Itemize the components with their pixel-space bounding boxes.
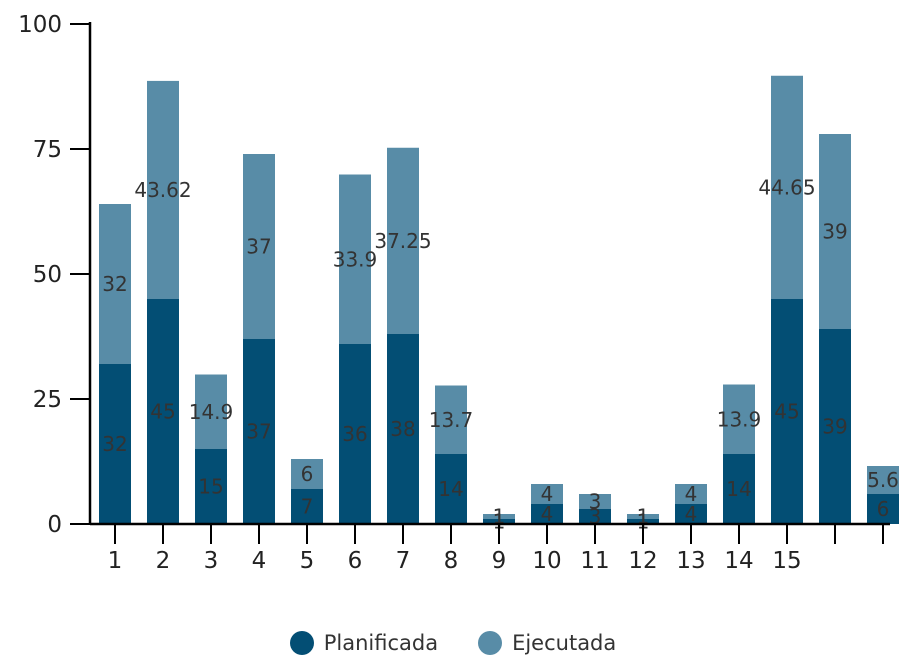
data-label-planificada: 39 (822, 415, 847, 439)
data-label-ejecutada: 14.9 (189, 400, 234, 424)
x-tick-label: 6 (348, 548, 363, 574)
legend-swatch-ejecutada (478, 631, 503, 655)
data-label-ejecutada: 1 (493, 505, 506, 529)
bar-ejecutada[interactable] (771, 75, 803, 299)
y-tick-label: 50 (33, 262, 62, 288)
data-label-ejecutada: 37.25 (374, 229, 431, 253)
y-tick-label: 75 (33, 137, 62, 163)
data-label-ejecutada: 5.6 (867, 468, 899, 492)
data-label-planificada: 36 (342, 422, 367, 446)
bar-planificada[interactable] (339, 344, 371, 524)
bar-ejecutada[interactable] (99, 204, 131, 364)
x-tick-label: 3 (204, 548, 219, 574)
bar-planificada[interactable] (867, 494, 899, 524)
data-label-planificada: 37 (246, 420, 271, 444)
data-label-ejecutada: 4 (685, 482, 698, 506)
y-tick-label: 0 (47, 512, 62, 538)
bar-planificada[interactable] (435, 454, 467, 524)
bar-planificada[interactable] (195, 449, 227, 524)
bar-planificada[interactable] (771, 299, 803, 524)
bar-ejecutada[interactable] (243, 154, 275, 339)
data-label-planificada: 32 (102, 432, 127, 456)
data-label-planificada: 7 (301, 495, 314, 519)
x-tick-label: 2 (156, 548, 171, 574)
x-tick-label: 10 (532, 548, 561, 574)
legend: Planificada Ejecutada (0, 628, 906, 658)
bar-ejecutada[interactable] (867, 466, 899, 494)
x-tick-label: 9 (492, 548, 507, 574)
data-label-planificada: 15 (198, 475, 223, 499)
data-label-ejecutada: 13.7 (429, 408, 474, 432)
x-tick-label: 7 (396, 548, 411, 574)
legend-label-planificada: Planificada (323, 631, 439, 655)
data-label-planificada: 6 (877, 497, 890, 521)
bar-planificada[interactable] (243, 339, 275, 524)
x-tick-label: 11 (580, 548, 609, 574)
legend-item-ejecutada[interactable]: Ejecutada (478, 631, 616, 655)
x-tick-label: 12 (628, 548, 657, 574)
legend-swatch-planificada (289, 631, 314, 655)
data-label-ejecutada: 39 (822, 220, 847, 244)
bar-planificada[interactable] (147, 299, 179, 524)
data-label-planificada: 4 (541, 502, 554, 526)
data-label-planificada: 38 (390, 417, 415, 441)
bar-ejecutada[interactable] (195, 374, 227, 450)
bar-planificada[interactable] (819, 329, 851, 524)
bar-ejecutada[interactable] (579, 494, 611, 509)
x-tick-label: 1 (108, 548, 123, 574)
bar-ejecutada[interactable] (339, 174, 371, 345)
bar-ejecutada[interactable] (147, 80, 179, 300)
y-tick-label: 100 (18, 12, 62, 38)
bar-ejecutada[interactable] (291, 459, 323, 489)
data-label-ejecutada: 37 (246, 235, 271, 259)
bar-planificada[interactable] (291, 489, 323, 524)
data-label-ejecutada: 33.9 (333, 247, 378, 271)
data-label-ejecutada: 4 (541, 482, 554, 506)
bar-planificada[interactable] (579, 509, 611, 524)
data-label-ejecutada: 44.65 (758, 175, 815, 199)
x-tick-label: 5 (300, 548, 315, 574)
bar-planificada[interactable] (675, 504, 707, 524)
data-label-planificada: 1 (493, 510, 506, 534)
data-label-planificada: 1 (637, 510, 650, 534)
bar-ejecutada[interactable] (819, 134, 851, 329)
data-label-ejecutada: 32 (102, 272, 127, 296)
bar-planificada[interactable] (387, 334, 419, 524)
data-label-planificada: 14 (726, 477, 751, 501)
bar-ejecutada[interactable] (435, 385, 467, 455)
data-label-planificada: 14 (438, 477, 463, 501)
bar-planificada[interactable] (483, 519, 515, 524)
bar-planificada[interactable] (627, 519, 659, 524)
bar-ejecutada[interactable] (483, 514, 515, 519)
data-label-ejecutada: 43.62 (134, 178, 191, 202)
bar-ejecutada[interactable] (627, 514, 659, 519)
bar-planificada[interactable] (723, 454, 755, 524)
bar-planificada[interactable] (99, 364, 131, 524)
bar-ejecutada[interactable] (531, 484, 563, 504)
bar-ejecutada[interactable] (387, 147, 419, 334)
x-tick-label: 14 (724, 548, 753, 574)
x-tick-label: 4 (252, 548, 267, 574)
data-label-ejecutada: 3 (589, 490, 602, 514)
data-label-ejecutada: 1 (637, 505, 650, 529)
x-tick-label: 13 (676, 548, 705, 574)
data-label-planificada: 45 (774, 400, 799, 424)
y-tick-label: 25 (33, 387, 62, 413)
legend-label-ejecutada: Ejecutada (512, 631, 617, 655)
legend-item-planificada[interactable]: Planificada (289, 631, 439, 655)
data-label-ejecutada: 13.9 (717, 407, 762, 431)
x-tick-label: 8 (444, 548, 459, 574)
bar-planificada[interactable] (531, 504, 563, 524)
data-label-planificada: 3 (589, 505, 602, 529)
bar-ejecutada[interactable] (675, 484, 707, 504)
data-label-planificada: 4 (685, 502, 698, 526)
bar-ejecutada[interactable] (723, 384, 755, 455)
data-label-ejecutada: 6 (301, 462, 314, 486)
data-label-planificada: 45 (150, 400, 175, 424)
stacked-bar-chart: 32324543.621514.93737763633.93837.251413… (18, 12, 899, 574)
x-tick-label: 15 (772, 548, 801, 574)
